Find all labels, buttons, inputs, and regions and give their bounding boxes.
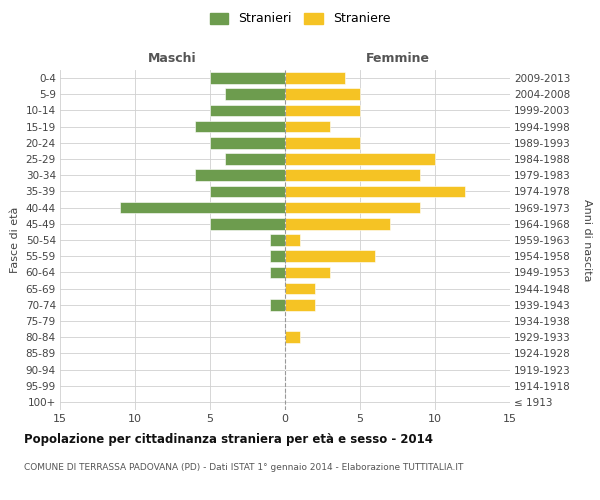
- Text: COMUNE DI TERRASSA PADOVANA (PD) - Dati ISTAT 1° gennaio 2014 - Elaborazione TUT: COMUNE DI TERRASSA PADOVANA (PD) - Dati …: [24, 462, 463, 471]
- Bar: [285, 88, 360, 100]
- Bar: [270, 266, 285, 278]
- Bar: [225, 88, 285, 100]
- Bar: [285, 282, 315, 294]
- Bar: [285, 121, 330, 132]
- Legend: Stranieri, Straniere: Stranieri, Straniere: [206, 8, 394, 29]
- Text: Femmine: Femmine: [365, 52, 430, 65]
- Y-axis label: Fasce di età: Fasce di età: [10, 207, 20, 273]
- Text: Popolazione per cittadinanza straniera per età e sesso - 2014: Popolazione per cittadinanza straniera p…: [24, 432, 433, 446]
- Bar: [210, 137, 285, 148]
- Bar: [285, 137, 360, 148]
- Bar: [285, 104, 360, 117]
- Bar: [285, 299, 315, 310]
- Bar: [195, 121, 285, 132]
- Bar: [225, 153, 285, 165]
- Text: Maschi: Maschi: [148, 52, 197, 65]
- Bar: [285, 218, 390, 230]
- Bar: [210, 72, 285, 84]
- Bar: [285, 202, 420, 213]
- Bar: [285, 332, 300, 343]
- Bar: [285, 234, 300, 246]
- Bar: [210, 218, 285, 230]
- Bar: [270, 299, 285, 310]
- Bar: [285, 186, 465, 198]
- Bar: [285, 170, 420, 181]
- Bar: [120, 202, 285, 213]
- Bar: [285, 250, 375, 262]
- Y-axis label: Anni di nascita: Anni di nascita: [582, 198, 592, 281]
- Bar: [285, 72, 345, 84]
- Bar: [195, 170, 285, 181]
- Bar: [285, 266, 330, 278]
- Bar: [270, 234, 285, 246]
- Bar: [270, 250, 285, 262]
- Bar: [210, 104, 285, 117]
- Bar: [210, 186, 285, 198]
- Bar: [285, 153, 435, 165]
